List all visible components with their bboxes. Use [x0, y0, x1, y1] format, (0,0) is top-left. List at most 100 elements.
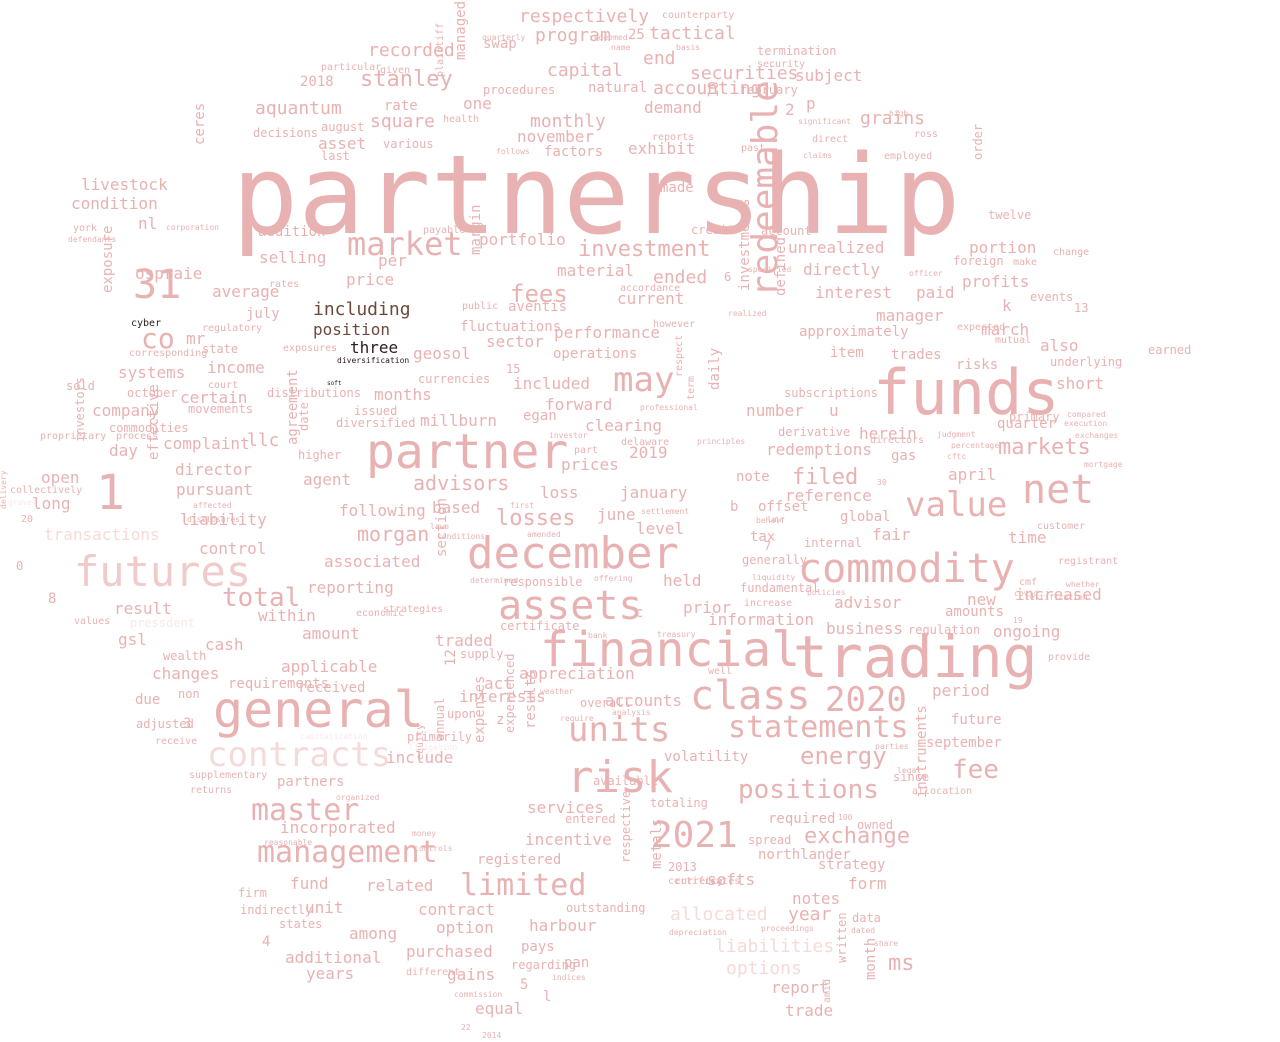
word-august: august: [321, 120, 365, 134]
word-egan: egan: [523, 408, 557, 424]
word-redemptions: redemptions: [766, 440, 872, 459]
word-quarter: quarter: [997, 416, 1057, 432]
word-credit: credit: [691, 223, 735, 237]
word-millburn: millburn: [420, 411, 498, 430]
word-services: services: [527, 798, 605, 817]
word-softs: softs: [707, 870, 756, 889]
word-liabilities: liabilities: [715, 936, 835, 957]
word-19: 19: [1013, 616, 1023, 625]
word-make: make: [1013, 257, 1038, 268]
word-mutual: mutual: [995, 335, 1032, 346]
word-total: total: [222, 583, 301, 613]
word-disclosures: disclosures: [187, 515, 240, 524]
word-underlying: underlying: [1050, 355, 1123, 369]
word-made: made: [660, 180, 694, 196]
word-related: related: [366, 876, 434, 895]
word-required: required: [768, 811, 836, 827]
word-manager: manager: [876, 306, 944, 325]
word-diversified: diversified: [336, 416, 416, 430]
word-pan: pan: [564, 955, 590, 971]
word-c: c: [635, 605, 644, 621]
word-purchased: purchased: [406, 942, 493, 961]
word-trades: trades: [891, 347, 942, 363]
word-partners: partners: [277, 774, 345, 790]
word-fees: fees: [510, 280, 568, 308]
word-regarding: regarding: [511, 958, 577, 972]
word-responsible: responsible: [503, 575, 583, 589]
word-forward: forward: [545, 395, 613, 414]
word-capital: capital: [547, 60, 623, 81]
word-firm: firm: [238, 886, 267, 900]
word-general: general: [213, 681, 424, 739]
word-plaintiff: plaintiff: [435, 22, 446, 77]
word-depreciation: depreciation: [669, 928, 727, 937]
word-option: option: [436, 918, 494, 937]
word-following: following: [339, 501, 426, 520]
word-experienced: experienced: [503, 653, 517, 733]
word-20: 20: [21, 514, 34, 525]
word-settlement: settlement: [641, 507, 690, 516]
word-applicable: applicable: [281, 657, 378, 676]
word-fluctuations: fluctuations: [460, 319, 562, 335]
word-law: law: [767, 515, 782, 524]
word-harbour: harbour: [529, 916, 597, 935]
word-years: years: [306, 964, 355, 983]
word-number: number: [746, 401, 804, 420]
word-treasury: treasury: [657, 630, 696, 639]
word-controls: controls: [414, 844, 453, 853]
word-result: result: [114, 599, 172, 618]
word-outstanding: outstanding: [566, 901, 646, 915]
word-wealth: wealth: [163, 649, 207, 663]
word-commission: commission: [454, 990, 503, 999]
word-december: december: [467, 528, 679, 579]
word-based: based: [432, 498, 481, 517]
word-agent: agent: [303, 470, 352, 489]
word-last: last: [321, 149, 350, 163]
word-execution: execution: [1064, 419, 1108, 428]
word-respect: respect: [674, 334, 685, 377]
word-corresponding: corresponding: [129, 348, 208, 359]
word-2: 2: [785, 100, 795, 119]
word-prices: prices: [561, 455, 619, 474]
word-certificates: certificates: [668, 876, 741, 887]
word-open: open: [41, 468, 80, 487]
word-laws: laws: [430, 522, 450, 531]
word-partner: partner: [366, 424, 569, 480]
word-31: 31: [133, 262, 182, 308]
word-value: value: [905, 485, 1008, 525]
word-profits: profits: [962, 272, 1030, 291]
word-p: p: [806, 94, 816, 113]
word-regulatory: regulatory: [202, 323, 263, 334]
word-15: 15: [506, 362, 521, 376]
word-ms: ms: [888, 951, 915, 976]
word-realized: realized: [728, 309, 767, 318]
word-co: co: [141, 322, 175, 355]
word-gains: gains: [447, 965, 496, 984]
word-selling: selling: [259, 248, 327, 267]
word-weather: weather: [540, 687, 574, 696]
word-tactical: tactical: [649, 23, 736, 44]
word-amid: amid: [822, 978, 833, 1003]
word-due: due: [135, 692, 161, 708]
word-cyber: cyber: [131, 318, 162, 329]
word-notes: notes: [792, 889, 841, 908]
word-termination: termination: [757, 44, 837, 58]
word-may: may: [613, 360, 675, 400]
word-liquidity: liquidity: [752, 573, 796, 582]
word-indirectly: indirectly: [240, 903, 313, 917]
word-offset: offset: [758, 499, 809, 515]
word-long: long: [32, 494, 71, 513]
word-company: company: [92, 401, 160, 420]
word-period: period: [932, 681, 990, 700]
word-movements: movements: [188, 402, 254, 416]
word-particular: particular: [321, 62, 382, 73]
word-control: control: [199, 539, 267, 558]
word-analysis: analysis: [612, 708, 651, 717]
word-director: director: [175, 460, 253, 479]
word-require: require: [560, 714, 594, 723]
word-aquantum: aquantum: [255, 98, 342, 119]
word-mortgage: mortgage: [1084, 460, 1123, 469]
word-asset: asset: [318, 134, 367, 153]
word-2018: 2018: [300, 74, 334, 90]
